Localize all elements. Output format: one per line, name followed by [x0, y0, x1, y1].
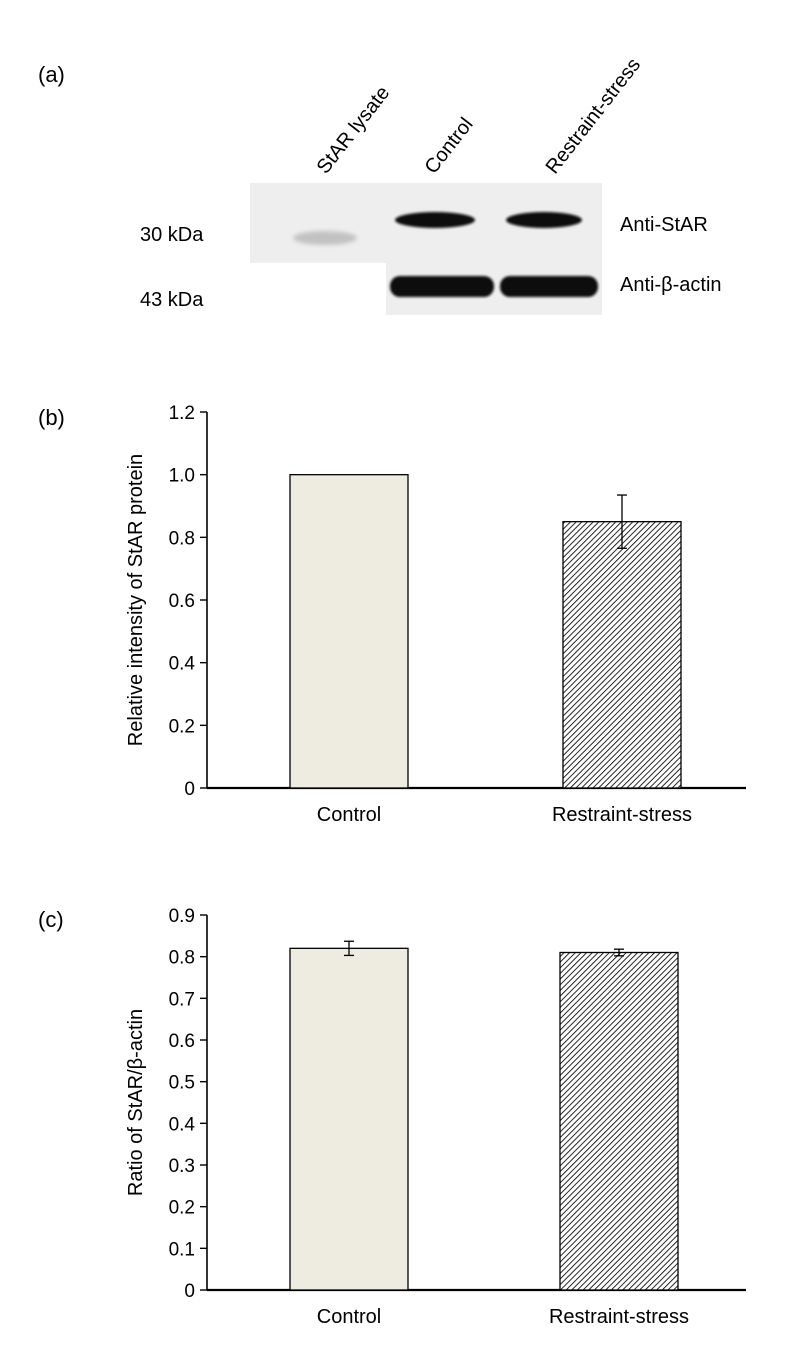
- panel-label-c: (c): [38, 907, 64, 932]
- y-axis-title: Relative intensity of StAR protein: [125, 454, 147, 746]
- y-tick-label: 0.4: [169, 654, 196, 675]
- marker-43kda: 43 kDa: [140, 289, 204, 311]
- y-tick-label: 0.2: [169, 1198, 195, 1219]
- y-tick-label: 0.9: [169, 906, 195, 927]
- y-tick-label: 0.6: [169, 591, 195, 612]
- x-tick-label: Restraint-stress: [552, 804, 692, 826]
- y-tick-label: 0: [184, 779, 195, 800]
- y-tick-label: 0.5: [169, 1073, 195, 1094]
- bar-control: [289, 947, 409, 1291]
- y-tick-label: 0.6: [169, 1031, 195, 1052]
- y-tick-label: 0.4: [169, 1114, 196, 1135]
- y-tick-label: 1.0: [169, 466, 195, 487]
- x-tick-label: Control: [317, 804, 381, 826]
- y-tick-label: 0.2: [169, 716, 195, 737]
- y-tick-label: 1.2: [169, 403, 195, 424]
- y-axis-title: Ratio of StAR/β-actin: [125, 1009, 147, 1196]
- y-tick-label: 0.8: [169, 528, 195, 549]
- bar-restraint-stress: [559, 951, 679, 1291]
- band-actin-control: [390, 276, 494, 297]
- panel-label-b: (b): [38, 405, 65, 430]
- x-tick-label: Restraint-stress: [549, 1306, 689, 1328]
- x-tick-label: Control: [317, 1306, 381, 1328]
- band-star-restraint: [506, 212, 582, 228]
- y-tick-label: 0.1: [169, 1239, 195, 1260]
- bar-control: [289, 474, 409, 789]
- bar-restraint-stress: [562, 521, 682, 789]
- band-star-control: [395, 212, 475, 228]
- marker-30kda: 30 kDa: [140, 224, 204, 246]
- y-tick-label: 0: [184, 1281, 195, 1302]
- panel-label-a: (a): [38, 62, 65, 87]
- y-tick-label: 0.3: [169, 1156, 195, 1177]
- antibody-anti-beta-actin: Anti-β-actin: [620, 274, 722, 296]
- band-actin-restraint: [500, 276, 598, 297]
- band-star-lysate: [293, 231, 357, 245]
- y-tick-label: 0.8: [169, 948, 195, 969]
- y-tick-label: 0.7: [169, 989, 195, 1010]
- western-blot: StAR lysate Control Restraint-stress 30 …: [140, 54, 722, 315]
- antibody-anti-star: Anti-StAR: [620, 214, 708, 236]
